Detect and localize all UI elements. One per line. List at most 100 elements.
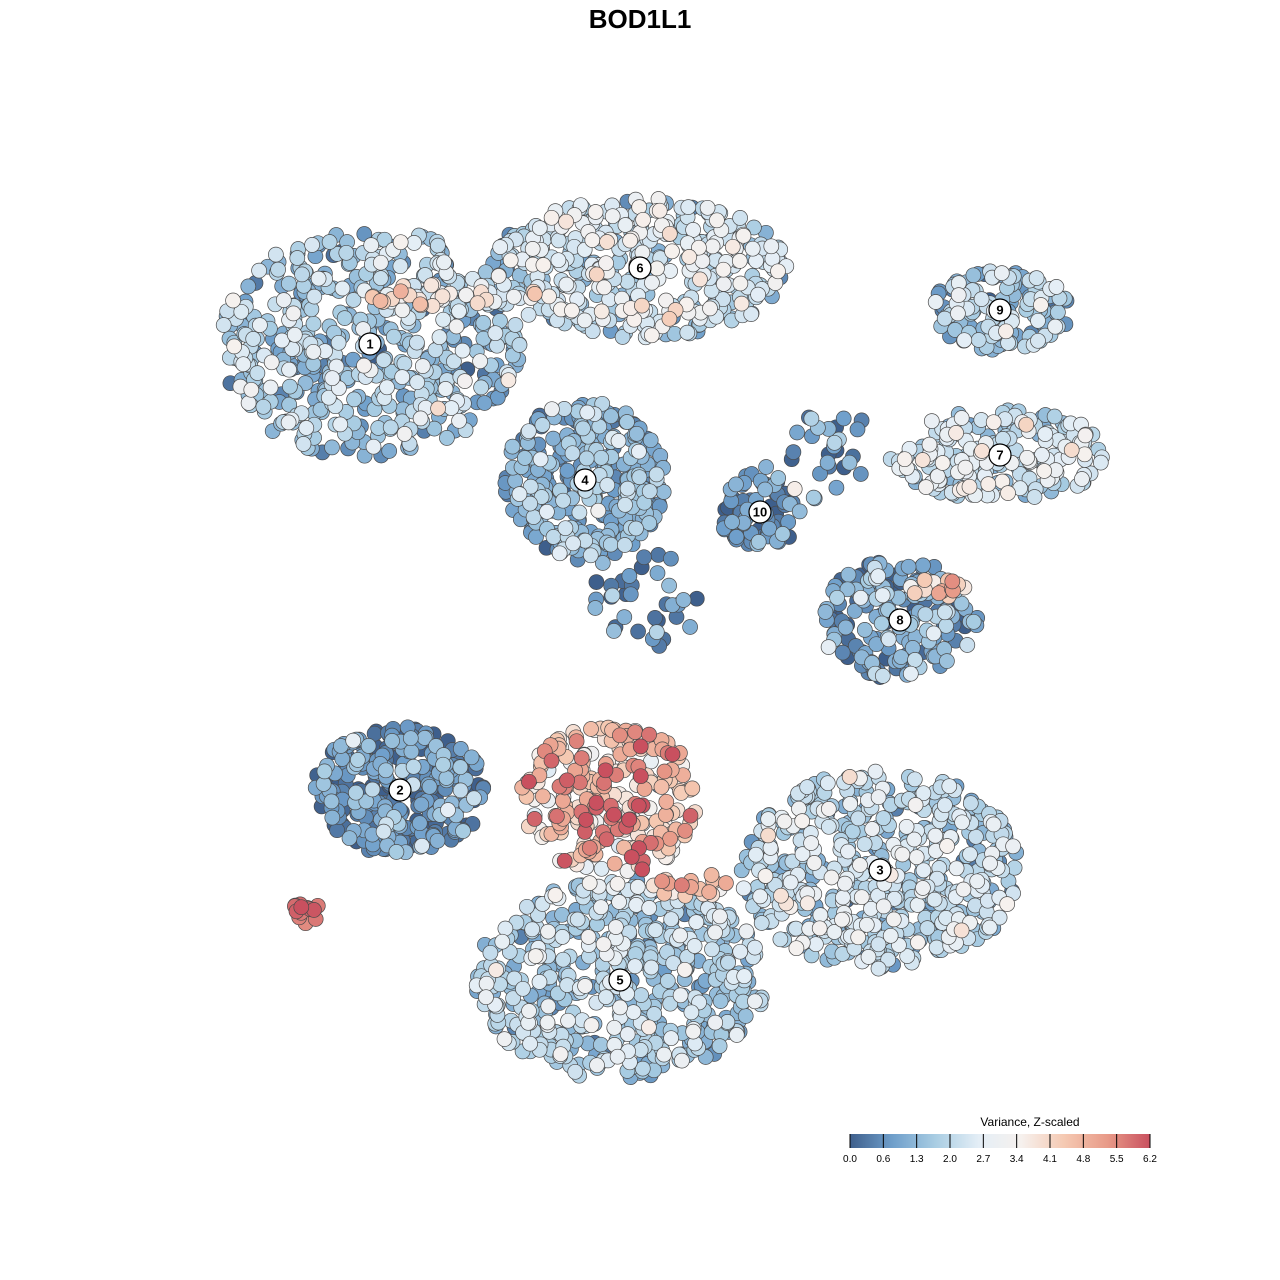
- hotspot-point: [718, 875, 734, 891]
- cluster-point: [747, 939, 763, 956]
- cluster-label-3: 3: [868, 858, 892, 882]
- cluster-point: [487, 325, 504, 342]
- legend-colorbar: [850, 1134, 1150, 1148]
- cluster-point: [545, 430, 562, 447]
- cluster-point: [761, 520, 777, 537]
- hotspot-point: [578, 811, 594, 828]
- cluster-point: [255, 398, 272, 415]
- straggler-point: [647, 610, 663, 626]
- cluster-point: [625, 1004, 642, 1020]
- hotspot-point: [469, 295, 486, 312]
- cluster-point: [555, 492, 571, 509]
- hotspot-point: [657, 807, 674, 823]
- cluster-point: [820, 818, 837, 835]
- cluster-point: [681, 249, 698, 265]
- cluster-point: [578, 450, 595, 467]
- cluster-point: [720, 954, 736, 971]
- straggler-point: [688, 590, 705, 607]
- cluster-point: [619, 414, 635, 430]
- cluster-point: [454, 342, 471, 359]
- cluster-point: [384, 733, 400, 749]
- cluster-point: [737, 1008, 754, 1024]
- cluster-point: [629, 879, 646, 895]
- cluster-point: [896, 451, 913, 468]
- hotspot-point: [572, 774, 588, 791]
- cluster-point: [643, 327, 660, 344]
- cluster-point: [685, 222, 701, 238]
- straggler-point: [663, 550, 679, 567]
- cluster-point: [375, 823, 392, 840]
- cluster-point: [894, 846, 911, 863]
- cluster-point: [794, 813, 811, 829]
- cluster-point: [750, 534, 767, 550]
- cluster-point: [679, 324, 696, 341]
- cluster-point: [598, 989, 614, 1005]
- cluster-point: [412, 410, 429, 427]
- cluster-point: [435, 311, 452, 328]
- cluster-point: [555, 951, 571, 968]
- cluster-point: [709, 212, 725, 229]
- cluster-point: [880, 631, 897, 648]
- cluster-point: [388, 844, 405, 860]
- cluster-point: [360, 738, 377, 754]
- cluster-point: [473, 379, 489, 396]
- cluster-point: [907, 797, 924, 813]
- cluster-point: [728, 476, 744, 493]
- cluster-point: [856, 836, 873, 852]
- cluster-point: [646, 1006, 663, 1022]
- cluster-point: [1030, 312, 1046, 329]
- cluster-point: [377, 762, 394, 779]
- hotspot-point: [656, 763, 673, 780]
- cluster-point: [602, 536, 619, 553]
- cluster-point: [808, 936, 824, 953]
- cluster-point: [974, 443, 990, 459]
- straggler-point: [636, 549, 652, 566]
- cluster-point: [799, 779, 816, 795]
- cluster-point: [564, 445, 581, 462]
- cluster-point: [707, 924, 723, 941]
- cluster-point: [651, 202, 668, 219]
- hotspot-point: [568, 733, 585, 750]
- cluster-point: [774, 526, 791, 542]
- cluster-point: [853, 889, 870, 906]
- cluster-point: [531, 974, 548, 990]
- cluster-point: [525, 509, 542, 525]
- cluster-point: [959, 637, 976, 653]
- cluster-point: [582, 547, 599, 564]
- straggler-point: [621, 568, 638, 584]
- cluster-point: [372, 270, 389, 287]
- cluster-label-8: 8: [888, 608, 912, 632]
- cluster-point: [664, 243, 680, 260]
- cluster-point: [349, 752, 366, 768]
- hotspot-point: [632, 768, 649, 785]
- cluster-point: [609, 1048, 626, 1065]
- cluster-point: [235, 356, 252, 373]
- cluster-point: [837, 619, 854, 636]
- cluster-point: [753, 915, 770, 931]
- cluster-point: [968, 828, 984, 845]
- cluster-point: [929, 468, 946, 485]
- hotspot-point: [658, 793, 675, 810]
- cluster-point: [902, 665, 919, 682]
- cluster-point: [502, 252, 519, 269]
- cluster-point: [1019, 449, 1035, 466]
- cluster-point: [788, 940, 805, 957]
- cluster-point: [641, 900, 658, 916]
- legend-tick-label: 6.2: [1143, 1154, 1157, 1165]
- legend-tick-label: 0.0: [843, 1154, 857, 1165]
- cluster-point: [409, 334, 425, 351]
- cluster-point: [715, 276, 732, 292]
- cluster-point: [820, 639, 837, 655]
- hotspot-point: [583, 721, 599, 737]
- cluster-point: [925, 625, 942, 642]
- cluster-point: [965, 613, 982, 630]
- cluster-point: [819, 775, 836, 792]
- cluster-point: [405, 758, 422, 775]
- cluster-point: [593, 303, 610, 320]
- cluster-point: [921, 436, 938, 453]
- cluster-label-6: 6: [628, 256, 652, 280]
- cluster-point: [692, 271, 708, 288]
- cluster-point: [541, 288, 557, 305]
- cluster-point: [875, 898, 892, 915]
